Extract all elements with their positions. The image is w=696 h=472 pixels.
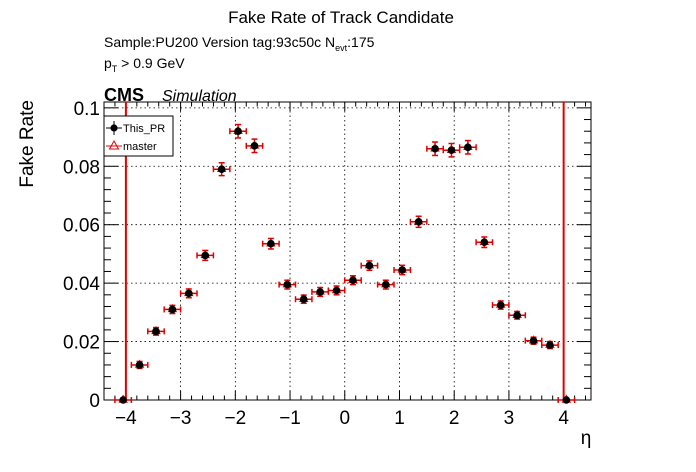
- data-point: [130, 359, 149, 370]
- data-point: [557, 394, 576, 404]
- data-point: [229, 123, 248, 139]
- data-point: [344, 274, 362, 286]
- cms-label: CMS: [104, 85, 144, 105]
- legend-entry-master: master: [106, 139, 157, 153]
- data-point: [524, 335, 543, 345]
- x-axis-label: η: [581, 428, 592, 449]
- data-point: [393, 264, 412, 276]
- this-pr-marker: [119, 396, 127, 404]
- data-point: [163, 303, 182, 315]
- data-point: [278, 279, 297, 290]
- this-pr-marker: [185, 289, 193, 298]
- y-axis-label: Fake Rate: [17, 100, 38, 188]
- this-pr-marker: [513, 311, 521, 320]
- data-point: [360, 260, 379, 272]
- this-pr-marker: [299, 295, 308, 304]
- pt-cut: pT > 0.9 GeV: [104, 55, 185, 74]
- legend: This_PR master: [103, 115, 174, 157]
- data-point: [212, 162, 231, 177]
- legend-master-marker: [108, 139, 120, 150]
- data-points: [114, 123, 576, 404]
- legend-entry-this-pr: This_PR: [106, 121, 165, 135]
- nevt-value: :175: [347, 34, 374, 50]
- legend-this-pr-marker: [110, 124, 118, 132]
- this-pr-marker: [562, 396, 571, 404]
- this-pr-marker: [464, 143, 472, 152]
- this-pr-marker: [168, 305, 177, 314]
- x-tick-label: 2: [449, 408, 460, 429]
- pt-subscript: T: [112, 64, 118, 74]
- sample-info: Sample:PU200 Version tag:93c50c Nevt:175: [104, 34, 375, 53]
- data-point: [491, 299, 510, 310]
- pt-rest: > 0.9 GeV: [117, 55, 185, 71]
- plot-frame: [103, 101, 592, 401]
- data-point: [409, 215, 428, 229]
- data-point: [245, 138, 264, 154]
- this-pr-marker: [283, 280, 292, 289]
- this-pr-marker: [431, 144, 439, 153]
- x-tick-label: 0: [339, 408, 350, 429]
- data-point: [261, 237, 280, 250]
- y-tick-label: 0.06: [63, 216, 100, 237]
- nevt-subscript: evt: [335, 43, 348, 53]
- this-pr-marker: [382, 280, 390, 289]
- this-pr-marker: [546, 341, 554, 349]
- this-pr-marker: [267, 239, 275, 248]
- x-tick-label: 3: [504, 408, 515, 429]
- this-pr-marker: [398, 266, 407, 274]
- this-pr-marker: [496, 301, 505, 309]
- x-tick-label: −2: [224, 408, 246, 429]
- y-tick-labels: 0 0.02 0.04 0.06 0.08 0.1: [63, 99, 100, 412]
- data-point: [179, 287, 198, 299]
- this-pr-marker: [332, 286, 341, 295]
- this-pr-marker: [135, 361, 144, 369]
- pt-symbol: p: [104, 55, 112, 71]
- data-point: [196, 249, 215, 262]
- this-pr-marker: [217, 165, 226, 173]
- data-point: [442, 142, 461, 158]
- x-tick-label: −3: [170, 408, 192, 429]
- data-point: [508, 309, 527, 320]
- data-point: [147, 325, 165, 336]
- this-pr-marker: [349, 276, 357, 285]
- y-tick-label: 0.02: [63, 333, 100, 354]
- x-tick-label: −1: [279, 408, 301, 429]
- x-tick-label: 1: [394, 408, 405, 429]
- this-pr-marker: [447, 146, 456, 155]
- x-tick-labels: −4 −3 −2 −1 0 1 2 3 4: [115, 408, 569, 429]
- data-point: [541, 339, 559, 350]
- this-pr-marker: [201, 251, 210, 260]
- y-tick-label: 0: [89, 391, 100, 412]
- this-pr-marker: [480, 238, 489, 247]
- legend-this-pr-label: This_PR: [123, 123, 165, 135]
- this-pr-marker: [316, 288, 324, 296]
- data-point: [426, 141, 445, 157]
- axis-ticks: [103, 102, 591, 401]
- y-tick-label: 0.08: [63, 157, 100, 178]
- data-point: [114, 394, 133, 404]
- data-point: [294, 293, 313, 305]
- grid-lines: [104, 102, 591, 400]
- this-pr-marker: [234, 127, 242, 136]
- this-pr-marker: [152, 327, 160, 336]
- y-tick-label: 0.04: [63, 274, 100, 295]
- data-point: [475, 236, 494, 249]
- simulation-label: Simulation: [162, 88, 237, 105]
- data-point: [327, 284, 346, 296]
- chart-title: Fake Rate of Track Candidate: [228, 8, 454, 27]
- data-point: [311, 286, 330, 298]
- legend-master-label: master: [123, 141, 157, 153]
- this-pr-marker: [250, 142, 259, 150]
- this-pr-marker: [365, 261, 374, 270]
- data-point: [376, 279, 395, 290]
- this-pr-marker: [529, 336, 538, 345]
- x-tick-label: −4: [115, 408, 137, 429]
- this-pr-marker: [414, 217, 423, 226]
- x-tick-label: 4: [558, 408, 569, 429]
- y-tick-label: 0.1: [74, 99, 100, 120]
- data-point: [458, 139, 477, 155]
- sample-line: Sample:PU200 Version tag:93c50c N: [104, 34, 335, 50]
